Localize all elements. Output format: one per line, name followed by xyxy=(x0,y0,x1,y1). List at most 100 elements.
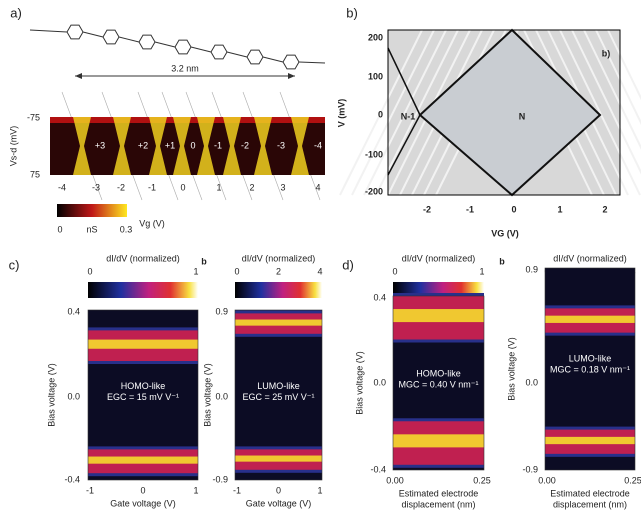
colorbar-tick-label: nS xyxy=(86,224,97,234)
heatmap-band xyxy=(235,455,322,462)
colorbar-tick-label: 1 xyxy=(193,266,198,276)
x-tick-label: -2 xyxy=(117,182,125,192)
colorbar xyxy=(57,204,127,217)
stripe xyxy=(607,29,641,101)
molecule-ring xyxy=(282,54,300,70)
x-tick-label: 0.25 xyxy=(624,475,641,485)
molecule-bond xyxy=(262,56,284,63)
x-axis-label: Estimated electrode xyxy=(399,488,479,498)
x-tick-label: -1 xyxy=(233,485,241,495)
heatmap-band xyxy=(393,434,484,448)
stripe xyxy=(595,29,641,126)
y-tick-label: -200 xyxy=(365,186,383,196)
colorbar xyxy=(235,282,322,298)
transition xyxy=(223,117,241,175)
x-tick-label: 0 xyxy=(140,485,145,495)
molecule-bond xyxy=(226,51,248,58)
x-tick-label: -2 xyxy=(423,204,431,214)
charge-state: +3 xyxy=(95,140,105,150)
heatmap-band xyxy=(545,315,635,323)
annotation: EGC = 15 mV V⁻¹ xyxy=(107,392,179,402)
x-tick-label: 2 xyxy=(249,182,254,192)
x-tick-label: -1 xyxy=(86,485,94,495)
charge-state: 0 xyxy=(190,140,195,150)
x-axis-label: displacement (nm) xyxy=(553,499,627,509)
charge-state: -1 xyxy=(214,140,222,150)
stripe xyxy=(351,29,435,196)
heatmap-band xyxy=(393,309,484,323)
x-tick-label: 4 xyxy=(315,182,320,192)
panel-label: c) xyxy=(9,257,20,272)
colorbar-tick-label: 2 xyxy=(276,266,281,276)
colorbar xyxy=(88,282,198,298)
heatmap-band xyxy=(88,456,198,464)
y-tick-label: -0.4 xyxy=(64,474,80,484)
edge xyxy=(387,47,421,116)
y-axis-label: Bias voltage (V) xyxy=(506,337,516,401)
colorbar-tick-label: 0 xyxy=(57,224,62,234)
y-tick-label: 0.9 xyxy=(525,264,538,274)
transition xyxy=(113,117,131,175)
y-tick-label: 75 xyxy=(30,169,40,179)
colorbar-tick-label: 0.3 xyxy=(120,224,133,234)
colorbar-tick-label: 4 xyxy=(317,266,322,276)
y-tick-label: 0.9 xyxy=(215,306,228,316)
stripe xyxy=(583,29,641,150)
x-axis-label: Gate voltage (V) xyxy=(110,498,176,508)
frame xyxy=(544,267,636,471)
x-tick-label: 0 xyxy=(276,485,281,495)
x-tick-label: 1 xyxy=(317,485,322,495)
x-tick-label: 0.00 xyxy=(538,475,556,485)
edge xyxy=(387,114,421,176)
molecule-ring xyxy=(102,29,120,45)
frame xyxy=(387,29,621,196)
molecule-end xyxy=(29,29,68,33)
y-tick-label: -100 xyxy=(365,149,383,159)
y-axis-label: Vs-d (mV) xyxy=(8,126,18,167)
transition xyxy=(149,117,167,175)
transition xyxy=(254,117,272,175)
x-tick-label: 0 xyxy=(511,204,516,214)
colorbar-tick-label: 0 xyxy=(234,266,239,276)
annotation: MGC = 0.18 V nm⁻¹ xyxy=(550,364,630,374)
colorbar-title: dI/dV (normalized) xyxy=(402,253,476,263)
y-tick-label: -0.9 xyxy=(212,474,228,484)
x-tick-label: 1 xyxy=(216,182,221,192)
heatmap-band xyxy=(235,319,322,326)
transition xyxy=(291,117,309,175)
x-tick-label: -3 xyxy=(92,182,100,192)
annotation: LUMO-like xyxy=(257,381,300,391)
y-tick-label: 0.0 xyxy=(215,391,228,401)
annotation: LUMO-like xyxy=(569,353,612,363)
y-tick-label: 0.4 xyxy=(67,306,80,316)
x-tick-label: 0 xyxy=(180,182,185,192)
inset-label: b) xyxy=(602,48,611,58)
molecule-bond xyxy=(190,46,212,53)
charge-state: -2 xyxy=(241,140,249,150)
y-axis-label: Bias voltage (V) xyxy=(46,363,56,427)
y-tick-label: 100 xyxy=(368,71,383,81)
molecule-ring xyxy=(246,49,264,65)
y-tick-label: -0.9 xyxy=(522,464,538,474)
heatmap-band xyxy=(88,339,198,349)
colorbar-title: dI/dV (normalized) xyxy=(242,253,316,263)
molecule-bond xyxy=(154,41,176,48)
annotation: HOMO-like xyxy=(121,381,166,391)
y-tick-label: -75 xyxy=(27,112,40,122)
annotation: HOMO-like xyxy=(416,369,461,379)
y-axis-label: V (mV) xyxy=(336,99,346,128)
region-label: N-1 xyxy=(401,111,416,121)
x-tick-label: 0.25 xyxy=(473,475,491,485)
length-label: 3.2 nm xyxy=(171,63,199,73)
colorbar-tick-label: 1 xyxy=(479,266,484,276)
transition xyxy=(73,117,91,175)
x-axis-label: Estimated electrode xyxy=(550,488,630,498)
stripe xyxy=(363,29,447,196)
molecule-ring xyxy=(66,24,84,40)
transition xyxy=(197,117,215,175)
stripe xyxy=(571,29,641,175)
arrow-head xyxy=(288,73,295,79)
frame xyxy=(392,295,485,471)
x-axis-label: displacement (nm) xyxy=(401,499,475,509)
